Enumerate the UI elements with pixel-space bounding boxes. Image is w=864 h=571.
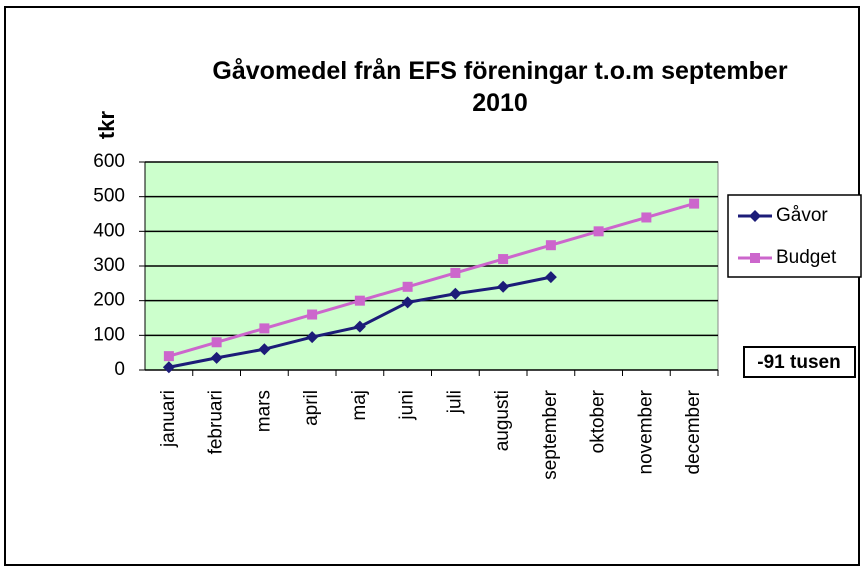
y-axis-label: tkr (94, 111, 119, 140)
x-tick-label: juni (397, 390, 418, 421)
marker (545, 240, 556, 251)
chart-frame (4, 6, 860, 566)
legend-box (727, 194, 862, 278)
x-tick-label: april (301, 390, 322, 426)
x-tick-label: juli (444, 390, 465, 414)
y-tick-label: 300 (93, 255, 125, 276)
x-tick-label: oktober (588, 389, 609, 453)
marker (402, 281, 413, 292)
legend-label: Budget (776, 247, 837, 268)
marker (354, 295, 365, 306)
annotation-box (743, 346, 856, 378)
legend-label: Gåvor (776, 205, 828, 226)
marker (162, 361, 175, 374)
marker (258, 343, 271, 356)
marker (497, 280, 510, 293)
marker (498, 254, 509, 265)
x-tick-label: september (540, 389, 561, 479)
marker (641, 212, 652, 223)
x-tick-label: december (683, 389, 704, 474)
y-tick-label: 0 (114, 359, 125, 380)
marker (259, 323, 270, 334)
annotation: -91 tusen (757, 352, 840, 373)
x-tick-label: januari (158, 390, 179, 448)
x-tick-label: november (635, 389, 656, 474)
marker (211, 337, 222, 348)
y-tick-label: 100 (93, 324, 125, 345)
x-tick-label: mars (253, 390, 274, 432)
chart-title: Gåvomedel från EFS föreningar t.o.m sept… (212, 57, 788, 117)
marker (353, 320, 366, 333)
marker (749, 210, 761, 222)
y-tick-label: 400 (93, 220, 125, 241)
x-tick-label: augusti (492, 390, 513, 451)
marker (210, 351, 223, 364)
x-tick-label: februari (206, 390, 227, 454)
marker (689, 198, 700, 209)
marker (401, 296, 414, 309)
x-tick-label: maj (349, 390, 370, 421)
y-tick-label: 500 (93, 186, 125, 207)
marker (544, 271, 557, 284)
marker (449, 287, 462, 300)
marker (307, 309, 318, 320)
marker (163, 351, 174, 362)
y-tick-label: 200 (93, 290, 125, 311)
y-tick-label: 600 (93, 151, 125, 172)
marker (593, 226, 604, 237)
marker (306, 331, 319, 344)
marker (450, 267, 461, 278)
series-line (168, 202, 695, 358)
marker (750, 253, 760, 263)
